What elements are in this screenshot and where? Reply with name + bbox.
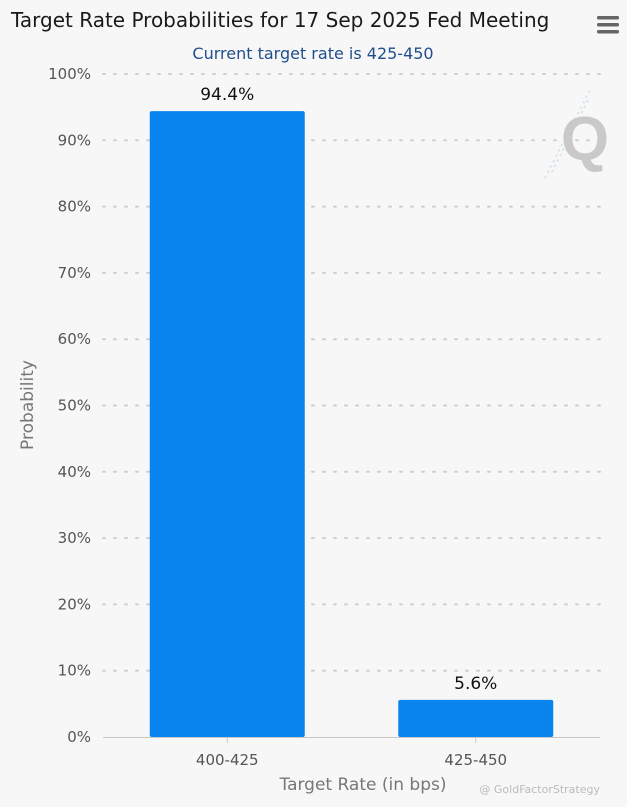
y-axis-title: Probability [18, 360, 38, 450]
hamburger-menu-icon[interactable] [596, 14, 620, 34]
x-tick-labels: 400-425 425-450 [196, 737, 507, 769]
y-tick-label: 60% [58, 330, 91, 348]
y-tick-label: 80% [58, 198, 91, 216]
y-tick-label: 10% [58, 662, 91, 680]
y-tick-label: 50% [58, 397, 91, 415]
y-tick-label: 100% [48, 65, 91, 83]
x-tick-label: 425-450 [444, 751, 507, 769]
y-tick-label: 20% [58, 595, 91, 613]
chart-subtitle: Current target rate is 425-450 [192, 44, 433, 63]
x-tick-label: 400-425 [196, 751, 259, 769]
logo-watermark: Q [544, 89, 609, 179]
bar[interactable] [149, 111, 305, 738]
bar[interactable] [398, 699, 554, 737]
y-tick-label: 40% [58, 463, 91, 481]
y-tick-label: 30% [58, 529, 91, 547]
y-tick-label: 70% [58, 264, 91, 282]
y-tick-labels: 0% 10% 20% 30% 40% 50% 60% 70% 80% 90% 100% [48, 65, 91, 746]
x-axis-title: Target Rate (in bps) [279, 775, 447, 795]
data-label: 94.4% [200, 85, 254, 105]
watermark-logo-letter: Q [561, 105, 609, 174]
y-tick-label: 90% [58, 131, 91, 149]
data-label: 5.6% [454, 674, 497, 694]
y-tick-label: 0% [67, 728, 91, 746]
watermark-text: @ GoldFactorStrategy [479, 783, 600, 796]
bars: 94.4% 5.6% [149, 85, 554, 738]
chart-title: Target Rate Probabilities for 17 Sep 202… [10, 8, 549, 32]
